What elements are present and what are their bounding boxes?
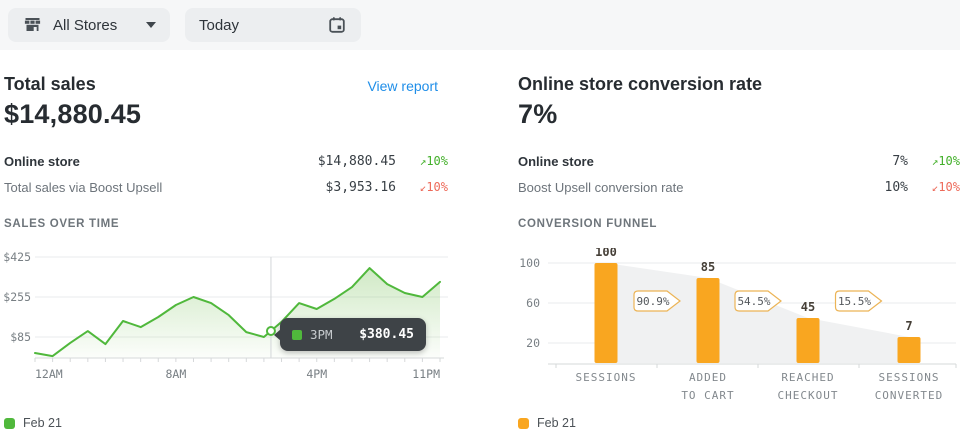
funnel-bar-sessions[interactable]	[594, 263, 618, 363]
conversion-rate-badge	[734, 290, 782, 312]
metric-label: Boost Upsell conversion rate	[518, 179, 684, 195]
y-axis-label: 100	[519, 256, 540, 270]
metric-row-boost-upsell-conversion-rate: Boost Upsell conversion rate 10% ↙10%	[518, 174, 960, 200]
total-sales-metric-rows: Online store $14,880.45 ↗10% Total sales vi…	[4, 148, 448, 200]
funnel-bar-reached-checkout[interactable]	[796, 318, 820, 363]
funnel-silhouette	[606, 263, 909, 363]
sales-legend-swatch	[4, 417, 15, 429]
decrease-badge: ↙10%	[931, 180, 960, 194]
conversion-metric-rows: Online store 7% ↗10% Boost Upsell conversio…	[518, 148, 960, 200]
metric-value: 7%	[892, 153, 908, 169]
total-sales-value: $14,880.45	[4, 99, 142, 129]
category-label: REACHED	[781, 371, 834, 384]
y-axis-label: $85	[10, 330, 31, 344]
total-sales-panel: Total sales View report $14,880.45 Onlin…	[4, 72, 448, 431]
bar-value-label: 45	[801, 300, 815, 314]
date-filter-label: Today	[199, 16, 240, 34]
calendar-icon	[329, 17, 345, 33]
conversion-title: Online store conversion rate	[518, 74, 763, 94]
sales-line	[34, 267, 441, 358]
storefront-icon	[24, 18, 41, 31]
y-axis-label: 20	[526, 336, 540, 350]
metric-value: 10%	[884, 179, 908, 195]
store-filter-button[interactable]: All Stores	[8, 8, 170, 42]
decrease-badge: ↙10%	[419, 180, 448, 194]
metric-label: Online store	[4, 153, 80, 169]
tooltip-series-swatch	[292, 329, 302, 340]
metric-label: Total sales via Boost Upsell	[4, 179, 163, 195]
conversion-rate-label: 15.5%	[838, 295, 871, 308]
store-filter-label: All Stores	[53, 16, 118, 34]
metric-value: $14,880.45	[317, 153, 396, 169]
y-axis-label: $255	[4, 290, 31, 304]
category-label: CONVERTED	[875, 389, 944, 402]
conversion-funnel-chart[interactable]: 100 60 20 100 85 45 7 90.9% 54.5% 15.5% SESSIONS AD…	[518, 248, 960, 410]
metric-row-online-store: Online store $14,880.45 ↗10%	[4, 148, 448, 174]
funnel-legend-swatch	[518, 417, 529, 429]
conversion-rate-badge	[633, 290, 681, 312]
tooltip-time: 3PM	[310, 327, 333, 342]
metric-row-online-store: Online store 7% ↗10%	[518, 148, 960, 174]
sales-legend-label: Feb 21	[23, 416, 62, 430]
category-label: SESSIONS	[576, 371, 637, 384]
category-label: SESSIONS	[879, 371, 940, 384]
metric-label: Online store	[518, 153, 594, 169]
arrow-up-right-icon: ↗	[419, 155, 427, 168]
conversion-value: 7%	[518, 99, 558, 129]
sales-tooltip: 3PM $380.45	[280, 318, 426, 351]
arrow-up-right-icon: ↗	[931, 155, 939, 168]
bar-value-label: 100	[595, 248, 617, 259]
funnel-bar-added-to-cart[interactable]	[696, 278, 720, 363]
increase-badge: ↗10%	[931, 154, 960, 168]
sales-legend: Feb 21	[4, 416, 62, 430]
x-axis-label: 4PM	[306, 367, 327, 381]
conversion-panel: Online store conversion rate 7% Online s…	[518, 72, 960, 431]
chevron-down-icon	[146, 22, 156, 28]
bar-value-label: 7	[905, 319, 912, 333]
funnel-legend: Feb 21	[518, 416, 576, 430]
y-axis-label: 60	[526, 296, 540, 310]
view-report-link[interactable]: View report	[367, 78, 438, 94]
filters-bar: All Stores Today	[0, 0, 960, 50]
conversion-rate-badge	[834, 290, 883, 312]
conversion-rate-label: 54.5%	[737, 295, 770, 308]
section-title-sales-over-time: SALES OVER TIME	[4, 218, 120, 230]
category-label: CHECKOUT	[778, 389, 839, 402]
date-filter-button[interactable]: Today	[185, 8, 361, 42]
section-title-conversion-funnel: CONVERSION FUNNEL	[518, 218, 658, 230]
funnel-bar-sessions-converted[interactable]	[897, 337, 921, 363]
y-axis-label: $425	[4, 250, 31, 264]
category-label: TO CART	[681, 389, 734, 402]
arrow-down-left-icon: ↙	[931, 181, 939, 194]
funnel-legend-label: Feb 21	[537, 416, 576, 430]
x-axis-label: 8AM	[165, 367, 186, 381]
category-label: ADDED	[689, 371, 727, 384]
arrow-down-left-icon: ↙	[419, 181, 427, 194]
metric-row-total-sales-via-boost-upsell: Total sales via Boost Upsell $3,953.16 ↙10…	[4, 174, 448, 200]
metric-value: $3,953.16	[325, 179, 396, 195]
x-axis-label: 12AM	[35, 367, 63, 381]
bar-value-label: 85	[701, 260, 715, 274]
increase-badge: ↗10%	[419, 154, 448, 168]
x-axis-label: 11PM	[412, 367, 440, 381]
tooltip-value: $380.45	[359, 327, 414, 342]
total-sales-title: Total sales	[4, 74, 96, 94]
conversion-rate-label: 90.9%	[636, 295, 669, 308]
